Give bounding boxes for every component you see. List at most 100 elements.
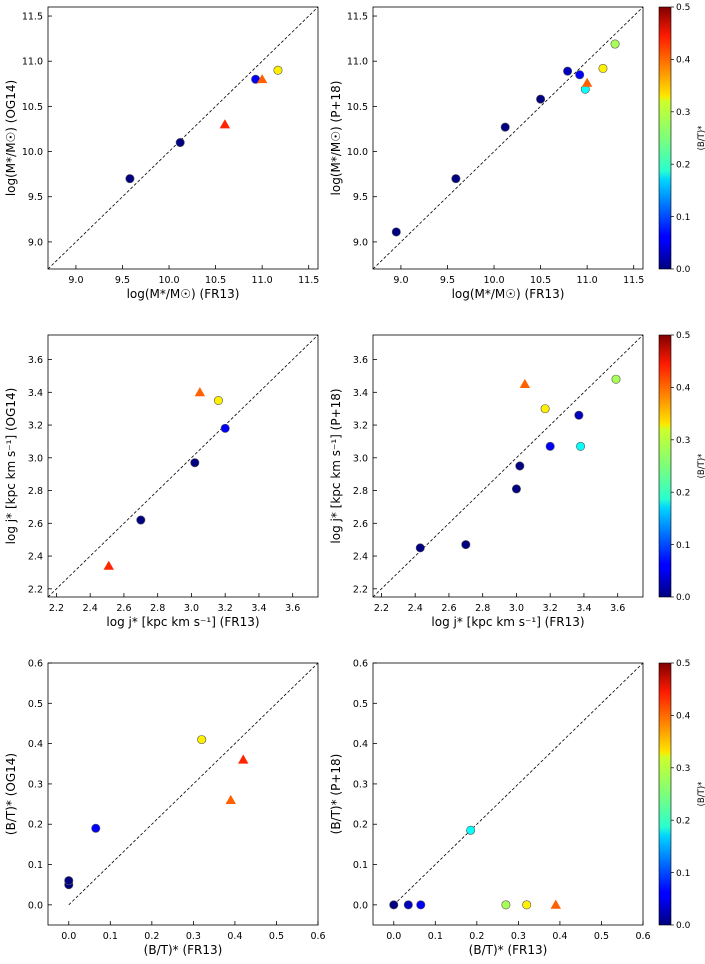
data-point-triangle (581, 77, 593, 87)
panel-mass-og14: 9.0 9.5 10.0 10.5 11.0 11.5 9.0 9.5 10.0 10.5 11.0… (4, 6, 319, 301)
x-tick-label: 10.5 (530, 275, 551, 286)
y-tick-label: 0.1 (353, 860, 368, 871)
y-tick-label: 3.2 (28, 421, 43, 432)
axes-frame (372, 334, 644, 598)
x-tick-label: 3.4 (576, 603, 591, 614)
y-tick-label: 2.2 (28, 584, 43, 595)
data-point-circle (213, 395, 223, 405)
x-axis-label: (B/T)* (FR13) (144, 943, 223, 957)
colorbar-3: 0.0 0.1 0.2 0.3 0.4 0.5 (B/T)* (658, 659, 705, 931)
data-point-circle (536, 94, 546, 104)
y-tick-label: 3.6 (28, 355, 43, 366)
colorbar-label: (B/T)* (697, 126, 705, 151)
data-point-circle (501, 900, 511, 910)
y-tick-label: 9.0 (353, 237, 368, 248)
data-point-circle (389, 900, 399, 910)
y-tick-label: 11.0 (347, 57, 368, 68)
x-tick-label: 0.1 (103, 931, 118, 942)
colorbar-2: 0.0 0.1 0.2 0.3 0.4 0.5 (B/T)* (658, 331, 705, 603)
y-tick-label: 0.2 (28, 820, 43, 831)
data-point-circle (273, 65, 283, 75)
data-point-circle (466, 825, 476, 835)
one-to-one-line (372, 6, 644, 270)
x-tick-label: 10.5 (205, 275, 226, 286)
x-tick-label: 0.6 (635, 931, 650, 942)
colorbar-tick-label: 0.3 (676, 108, 690, 118)
y-tick-label: 0.5 (28, 699, 43, 710)
y-tick-label: 3.4 (353, 388, 368, 399)
y-tick-label: 0.0 (28, 900, 43, 911)
y-tick-label: 11.5 (347, 12, 368, 23)
x-axis-label: log j* [kpc km s⁻¹] (FR13) (431, 615, 584, 629)
axes-frame (47, 662, 319, 926)
data-point-circle (197, 735, 207, 745)
colorbar-tick-label: 0.0 (676, 921, 691, 931)
colorbar-tick-label: 0.1 (676, 541, 690, 551)
data-point-circle (611, 374, 621, 384)
data-point-circle (540, 404, 550, 414)
data-point-circle (451, 174, 461, 184)
colorbar-tick-label: 0.4 (676, 56, 691, 66)
x-tick-label: 0.0 (386, 931, 401, 942)
y-tick-label: 0.0 (353, 900, 368, 911)
one-to-one-line (47, 6, 319, 270)
x-tick-label: 0.6 (310, 931, 325, 942)
x-tick-label: 9.5 (440, 275, 455, 286)
x-axis-label: log(M*/M☉) (FR13) (127, 287, 240, 301)
data-point-triangle (256, 74, 268, 84)
data-point-triangle (194, 387, 206, 397)
x-axis-label: (B/T)* (FR13) (469, 943, 548, 957)
scatter-panels: 9.0 9.5 10.0 10.5 11.0 11.5 9.0 9.5 10.0 10.5 11.0… (4, 6, 651, 957)
data-point-circle (175, 138, 185, 148)
data-point-triangle (519, 378, 531, 389)
x-tick-label: 0.2 (469, 931, 484, 942)
data-point-circle (391, 227, 401, 237)
data-point-circle (415, 543, 425, 553)
y-axis-label: log(M*/M☉) (P+18) (329, 81, 343, 196)
x-tick-label: 0.3 (511, 931, 526, 942)
data-point-triangle (225, 794, 236, 804)
data-point-circle (416, 900, 426, 910)
x-tick-label: 3.6 (285, 603, 300, 614)
x-tick-label: 2.4 (408, 603, 423, 614)
x-tick-label: 0.4 (227, 931, 242, 942)
x-tick-label: 11.0 (252, 275, 273, 286)
y-tick-label: 0.3 (353, 779, 368, 790)
x-tick-label: 2.6 (116, 603, 131, 614)
x-tick-label: 3.4 (251, 603, 266, 614)
colorbar-tick-label: 0.5 (676, 331, 690, 341)
data-point-circle (545, 441, 555, 451)
data-point-circle (511, 484, 521, 494)
data-point-circle (575, 70, 585, 80)
colorbar-gradient (658, 6, 672, 270)
colorbars: 0.00.10.20.30.40.5(B/T)*0.00.10.20.30.40… (658, 3, 705, 931)
data-point-triangle (103, 560, 114, 570)
x-tick-label: 2.8 (150, 603, 165, 614)
data-point-circle (190, 458, 200, 468)
y-axis-label: log j* [kpc km s⁻¹] (P+18) (329, 388, 343, 543)
y-axis-label: log(M*/M☉) (OG14) (4, 80, 18, 196)
y-tick-label: 9.0 (28, 237, 43, 248)
data-point-circle (610, 39, 620, 49)
axes-frame (372, 6, 644, 270)
colorbar-gradient (658, 662, 672, 926)
data-point-circle (500, 122, 510, 132)
panel-j-p18: 2.2 2.4 2.6 2.8 3.0 3.2 3.4 3.6 2.2 2.4 2.6 2.8 3.0 3… (329, 334, 644, 629)
data-point-circle (461, 540, 471, 550)
colorbar-1: 0.0 0.1 0.2 0.3 0.4 0.5 (B/T)* (658, 3, 705, 275)
y-tick-label: 0.1 (28, 860, 43, 871)
y-tick-label: 10.5 (22, 102, 43, 113)
one-to-one-line (68, 662, 319, 906)
one-to-one-line (372, 334, 644, 598)
x-tick-label: 3.0 (184, 603, 199, 614)
one-to-one-line (393, 662, 644, 906)
colorbar-tick-label: 0.3 (676, 436, 690, 446)
x-tick-label: 3.2 (543, 603, 558, 614)
colorbar-gradient (658, 334, 672, 598)
axes-frame (47, 6, 319, 270)
y-tick-label: 10.5 (347, 102, 368, 113)
colorbar-tick-label: 0.2 (676, 816, 690, 826)
data-point-circle (598, 63, 608, 73)
data-point-circle (563, 66, 573, 76)
